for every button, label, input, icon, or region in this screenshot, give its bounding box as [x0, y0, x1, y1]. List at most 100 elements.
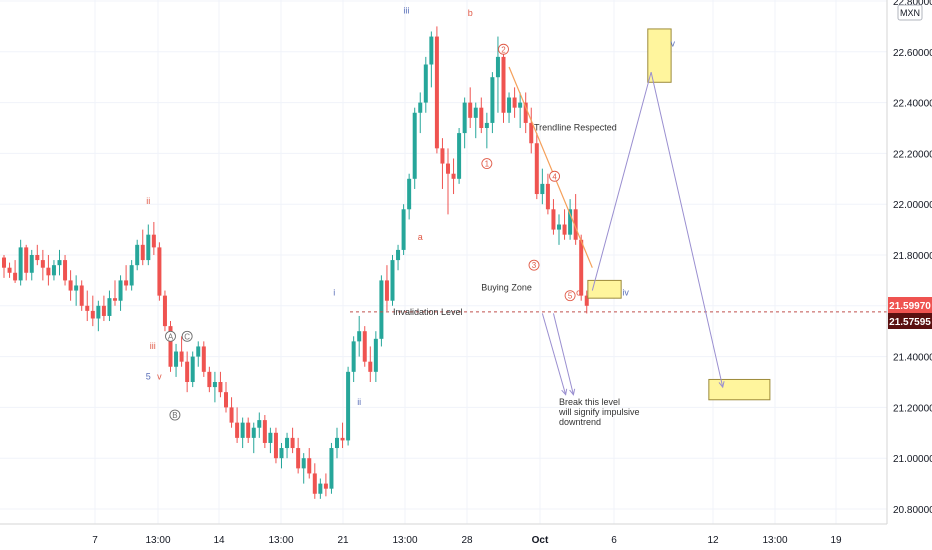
candle-body: [551, 209, 556, 230]
candle-body: [279, 448, 284, 459]
candle: [212, 371, 217, 403]
candle-body: [507, 97, 512, 113]
wave-circle: [481, 158, 493, 170]
candle: [479, 97, 484, 134]
currency-label: MXN: [900, 8, 920, 18]
candle-body: [579, 239, 584, 296]
circled-wave-label: 4: [549, 170, 561, 182]
candle: [407, 173, 412, 220]
candle-body: [157, 247, 162, 296]
candle-body: [512, 97, 517, 108]
projection-path: [591, 71, 724, 388]
wave-label: iii: [403, 6, 409, 16]
candle-body: [113, 298, 117, 301]
candle: [268, 427, 273, 454]
candle: [346, 366, 351, 446]
price-tick-label: 22.80000: [893, 0, 932, 8]
time-tick-label: 12: [707, 535, 719, 546]
candle: [418, 92, 423, 134]
candle-body: [329, 448, 334, 489]
time-tick-label: 13:00: [268, 535, 293, 546]
circled-wave-label: A: [165, 330, 176, 342]
candle: [29, 249, 34, 281]
candle: [390, 255, 395, 306]
candle: [246, 417, 251, 443]
candle: [429, 31, 434, 88]
candle: [568, 199, 573, 240]
price-tick-label: 21.80000: [893, 251, 932, 262]
candle-body: [90, 310, 95, 319]
candle-body: [418, 102, 423, 113]
candle: [13, 260, 18, 283]
candle-body: [301, 458, 306, 469]
candle-body: [473, 107, 478, 118]
candle: [290, 427, 295, 454]
wave-circle: [564, 290, 576, 302]
candle-body: [74, 285, 79, 291]
price-tick-label: 22.60000: [893, 48, 932, 59]
time-axis[interactable]: [0, 524, 932, 550]
candle: [495, 36, 500, 113]
wave-circle-text: C: [184, 332, 190, 341]
candle-body: [412, 112, 417, 179]
candle-body: [273, 432, 278, 459]
candle-body: [312, 473, 317, 494]
candle-body: [379, 280, 384, 339]
chart-note: Trendline Respected: [534, 123, 617, 133]
candle-body: [7, 267, 12, 273]
wave-label: 5: [146, 371, 151, 381]
candle-body: [174, 351, 179, 367]
candle: [174, 343, 179, 377]
candle-body: [307, 458, 312, 474]
candle: [451, 158, 456, 195]
candle-body: [107, 298, 112, 316]
candle-body: [29, 255, 34, 273]
candle-body: [407, 178, 412, 210]
candle: [124, 265, 129, 291]
candle: [18, 239, 23, 286]
candle-body: [196, 346, 201, 357]
candle-body: [262, 420, 267, 443]
circled-wave-label: 5: [564, 290, 576, 302]
invalidation-price-tag: [888, 313, 932, 329]
candle-body: [518, 102, 523, 108]
candle-body: [451, 173, 456, 179]
candle-body: [124, 280, 129, 286]
candle-body: [101, 305, 106, 316]
candle: [107, 290, 112, 322]
time-tick-label: 13:00: [762, 535, 787, 546]
candle-body: [79, 285, 84, 306]
candle-body: [501, 56, 506, 113]
candle: [101, 295, 106, 322]
candle: [323, 473, 328, 497]
candle: [579, 234, 584, 301]
candle: [251, 422, 256, 454]
circled-wave-label: 3: [528, 259, 540, 271]
candle-body: [490, 77, 495, 123]
candle-body: [129, 265, 134, 286]
chart-note: will signify impulsive: [558, 407, 640, 417]
candle: [146, 224, 151, 266]
price-tick-label: 22.00000: [893, 200, 932, 211]
candle-body: [257, 420, 262, 428]
candle: [273, 427, 278, 464]
candle-body: [35, 255, 40, 261]
candle-body: [146, 234, 151, 261]
candle: [484, 112, 489, 149]
chart-note: downtrend: [559, 417, 601, 427]
candle: [135, 239, 140, 271]
candle: [562, 209, 567, 240]
candle-body: [251, 427, 256, 438]
candle: [462, 97, 467, 149]
candle: [368, 346, 373, 382]
candle-body: [468, 102, 473, 118]
candle-body: [229, 407, 234, 423]
candle-body: [357, 331, 362, 342]
drawings[interactable]: Invalidation Level Trendline Respected Buy…: [350, 28, 887, 427]
price-axis[interactable]: [887, 0, 932, 524]
candle: [113, 280, 117, 306]
candle: [196, 341, 201, 367]
